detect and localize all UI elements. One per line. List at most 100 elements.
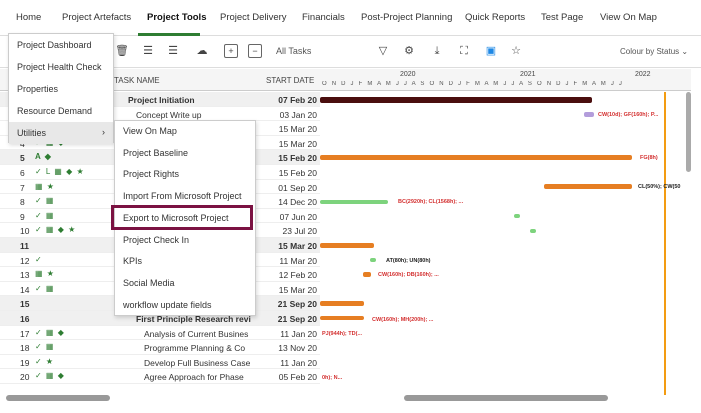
task-name[interactable]: Project Initiation <box>128 95 195 105</box>
row-id: 12 <box>20 255 30 266</box>
column-task-name[interactable]: TASK NAME <box>114 76 160 85</box>
task-filter-label[interactable]: All Tasks <box>276 46 312 56</box>
start-date: 15 Mar 20 <box>278 138 317 149</box>
chevron-right-icon: › <box>102 127 105 137</box>
menu-item-resource-demand[interactable]: Resource Demand <box>17 106 93 116</box>
submenu-item-social-media[interactable]: Social Media <box>123 277 175 288</box>
tab-post-project-planning[interactable]: Post-Project Planning <box>361 12 453 23</box>
row-id: 15 <box>20 299 30 310</box>
filter-icon[interactable]: ▽ <box>378 45 388 57</box>
gear-icon[interactable]: ⚙ <box>404 45 414 57</box>
row-id: 8 <box>20 197 25 208</box>
start-date: 01 Sep 20 <box>278 182 317 193</box>
tab-project-tools[interactable]: Project Tools <box>147 12 207 23</box>
gantt-bar[interactable] <box>530 229 536 233</box>
start-date: 07 Feb 20 <box>278 95 317 105</box>
start-date: 15 Mar 20 <box>278 241 317 251</box>
indent-icon[interactable]: ☰ <box>143 45 153 57</box>
row-id: 20 <box>20 372 30 383</box>
gantt-bar[interactable] <box>544 184 632 189</box>
row-id: 9 <box>20 211 25 222</box>
column-start-date[interactable]: START DATE <box>266 76 315 85</box>
row-status-icons: A ◆ <box>35 152 52 162</box>
submenu-item-view-on-map[interactable]: View On Map <box>123 126 177 136</box>
submenu-item-project-baseline[interactable]: Project Baseline <box>123 147 189 158</box>
submenu-item-export-ms-project[interactable]: Export to Microsoft Project <box>123 212 229 223</box>
gantt-bar[interactable] <box>320 243 374 248</box>
task-name[interactable]: Programme Planning & Co <box>144 343 246 354</box>
tab-quick-reports[interactable]: Quick Reports <box>465 12 526 23</box>
gantt-bar[interactable] <box>363 272 371 277</box>
tab-test-page[interactable]: Test Page <box>541 12 584 23</box>
row-id: 10 <box>20 226 30 237</box>
start-date: 15 Feb 20 <box>278 153 317 164</box>
gantt-bar[interactable] <box>370 258 376 262</box>
table-row[interactable]: 18 ✓ ▦ Programme Planning & Co 13 Nov 20 <box>0 340 320 355</box>
gantt-bar[interactable] <box>320 301 364 306</box>
submenu-item-project-rights[interactable]: Project Rights <box>123 169 180 180</box>
gantt-bar[interactable] <box>320 316 364 320</box>
gantt-label: CW(10d); GF(160h); P... <box>598 112 659 118</box>
tab-financials[interactable]: Financials <box>302 12 345 23</box>
task-name[interactable]: Concept Write up <box>136 109 202 120</box>
row-id: 17 <box>20 328 30 339</box>
tab-view-on-map[interactable]: View On Map <box>600 12 657 23</box>
outdent-icon[interactable]: ☰ <box>168 45 178 57</box>
colour-by-select[interactable]: Colour by Status ⌄ <box>620 47 689 56</box>
trash-icon[interactable]: 🗑 <box>115 45 129 57</box>
submenu-item-import-ms-project[interactable]: Import From Microsoft Project <box>123 191 242 202</box>
gantt-bar[interactable] <box>320 200 388 204</box>
utilities-submenu: View On Map Project Baseline Project Rig… <box>114 120 256 316</box>
gantt-bar[interactable] <box>320 155 632 160</box>
table-row[interactable]: 20 ✓ ▦ ◆ Agree Approach for Phase 05 Feb 20 <box>0 369 320 384</box>
grid-horizontal-scrollbar[interactable] <box>6 395 110 401</box>
comment-icon[interactable]: ▣ <box>485 45 497 57</box>
row-id: 7 <box>20 182 25 193</box>
start-date: 12 Feb 20 <box>278 270 317 281</box>
task-name[interactable]: Analysis of Current Busines <box>144 328 249 339</box>
gantt-label: CL(50%); CW(50 <box>638 184 681 190</box>
table-row[interactable]: 19 ✓ ★ Develop Full Business Case 11 Jan 20 <box>0 355 320 370</box>
remove-icon[interactable]: − <box>248 44 262 58</box>
start-date: 13 Nov 20 <box>278 343 317 354</box>
menu-item-project-health-check[interactable]: Project Health Check <box>17 62 102 72</box>
gantt-bar[interactable] <box>584 112 594 117</box>
cloud-icon[interactable]: ☁ <box>196 45 208 57</box>
table-row[interactable]: 17 ✓ ▦ ◆ Analysis of Current Busines 11 Jan… <box>0 326 320 341</box>
task-name[interactable]: Develop Full Business Case <box>144 357 251 368</box>
task-name[interactable]: First Principle Research revi <box>136 314 251 324</box>
tab-project-artefacts[interactable]: Project Artefacts <box>62 12 132 23</box>
start-date: 03 Jan 20 <box>279 109 317 120</box>
start-date: 15 Mar 20 <box>278 124 317 135</box>
gantt-label: BC(2920h); CL(1568h); ... <box>398 199 464 205</box>
submenu-item-project-check-in[interactable]: Project Check In <box>123 234 190 245</box>
row-status-icons: ✓ ▦ <box>35 210 55 220</box>
fullscreen-icon[interactable]: ⛶ <box>460 45 468 57</box>
menu-item-utilities[interactable]: Utilities › <box>9 122 113 144</box>
row-status-icons: ✓ ★ <box>35 356 55 366</box>
menu-item-project-dashboard[interactable]: Project Dashboard <box>17 40 92 50</box>
year-label: 2022 <box>635 71 651 78</box>
highlight-box <box>111 205 253 230</box>
gantt-bar[interactable] <box>320 97 592 103</box>
start-date: 15 Feb 20 <box>278 168 317 178</box>
start-date: 21 Sep 20 <box>277 314 317 324</box>
row-status-icons: ✓ ▦ ◆ ★ <box>35 225 77 235</box>
row-id: 19 <box>20 357 30 368</box>
tab-project-delivery[interactable]: Project Delivery <box>220 12 287 23</box>
tab-home[interactable]: Home <box>16 12 42 23</box>
star-icon[interactable]: ☆ <box>511 45 521 57</box>
vertical-scrollbar[interactable] <box>686 92 691 172</box>
start-date: 11 Jan 20 <box>280 328 317 339</box>
task-name[interactable]: Agree Approach for Phase <box>144 372 244 383</box>
start-date: 23 Jul 20 <box>282 226 318 237</box>
gantt-horizontal-scrollbar[interactable] <box>404 395 608 401</box>
menu-item-properties[interactable]: Properties <box>17 84 59 94</box>
gantt-bar[interactable] <box>514 214 520 218</box>
download-icon[interactable]: ⤓ <box>434 45 440 57</box>
add-icon[interactable]: + <box>224 44 238 58</box>
submenu-item-kpis[interactable]: KPIs <box>123 256 143 267</box>
row-status-icons: ✓ <box>35 254 43 264</box>
submenu-item-workflow-update-fields[interactable]: workflow update fields <box>123 299 212 310</box>
gantt-label: AT(80h); UN(80h) <box>386 258 431 264</box>
